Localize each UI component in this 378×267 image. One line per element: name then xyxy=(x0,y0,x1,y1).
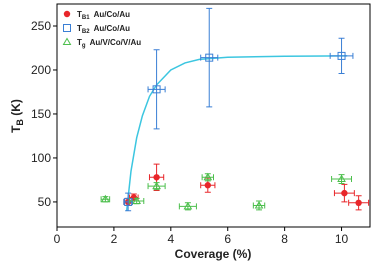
point xyxy=(337,174,346,183)
x-tick-label: 4 xyxy=(167,232,174,246)
x-error-bar xyxy=(100,196,111,203)
legend-label: TB2 Au/Co/Au xyxy=(77,24,130,35)
x-axis-label: Coverage (%) xyxy=(175,247,252,261)
legend-name: Au/V/Co/V/Au xyxy=(90,38,142,47)
point xyxy=(203,172,213,181)
plot-frame xyxy=(56,3,371,228)
y-tick-label: 200 xyxy=(31,63,51,77)
legend-symbol: T xyxy=(77,38,82,47)
x-tick-label: 6 xyxy=(224,232,231,246)
legend-marker xyxy=(63,24,71,32)
legend-sub: g xyxy=(82,43,86,49)
legend-name: Au/Co/Au xyxy=(94,24,131,33)
legend-marker xyxy=(63,10,71,18)
point xyxy=(152,181,161,190)
legend-symbol: T xyxy=(77,24,82,33)
legend-sub: B2 xyxy=(82,29,90,35)
point xyxy=(132,196,142,205)
fit-curve xyxy=(125,55,348,211)
x-error-bar xyxy=(200,54,219,61)
y-tick-label: 50 xyxy=(38,195,52,209)
x-error-bar xyxy=(329,52,354,59)
y-axis-label: TB (K) xyxy=(9,99,25,133)
x-tick-label: 8 xyxy=(281,232,288,246)
y-tick-label: 250 xyxy=(31,19,51,33)
point xyxy=(337,51,346,60)
point xyxy=(152,85,161,94)
point xyxy=(183,201,193,210)
x-error-bar xyxy=(331,176,353,183)
y-label-main: T xyxy=(9,125,23,133)
x-error-bar xyxy=(178,203,197,210)
legend-sub: B1 xyxy=(82,15,90,21)
y-label-unit: (K) xyxy=(9,99,23,119)
legend-name: Au/Co/Au xyxy=(94,10,131,19)
legend-label: TB1 Au/Co/Au xyxy=(77,10,130,21)
point xyxy=(254,200,264,209)
x-error-bar xyxy=(201,174,214,181)
x-error-bar xyxy=(252,202,266,209)
x-error-bar xyxy=(147,183,166,190)
point xyxy=(204,182,212,189)
legend-symbol: T xyxy=(77,10,82,19)
legend-label: Tg Au/V/Co/V/Au xyxy=(77,38,141,49)
x-tick-label: 10 xyxy=(335,232,349,246)
point xyxy=(153,174,160,181)
legend-marker xyxy=(62,37,72,45)
point xyxy=(101,194,110,203)
y-tick-label: 150 xyxy=(31,107,51,121)
x-tick-label: 2 xyxy=(111,232,118,246)
point xyxy=(124,197,133,206)
x-tick-label: 0 xyxy=(54,232,61,246)
y-label-sub: B xyxy=(15,119,25,126)
point xyxy=(341,189,348,197)
x-error-bar xyxy=(129,198,145,205)
x-error-bar xyxy=(147,86,166,93)
point xyxy=(355,199,362,207)
point xyxy=(205,53,214,62)
y-tick-label: 100 xyxy=(31,151,51,165)
